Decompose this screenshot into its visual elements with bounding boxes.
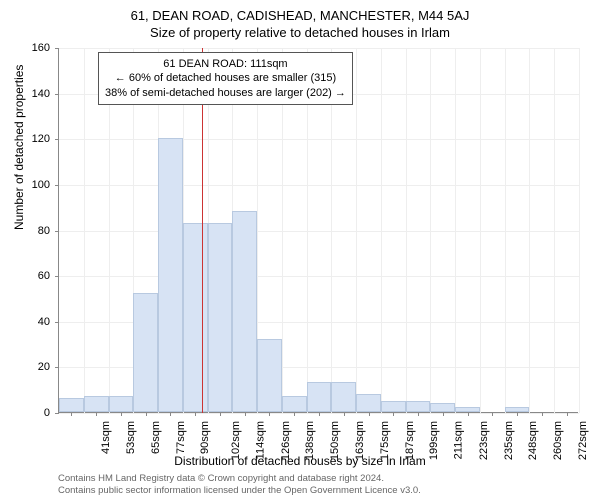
- y-tick-label: 40: [20, 316, 50, 328]
- chart-title-main: 61, DEAN ROAD, CADISHEAD, MANCHESTER, M4…: [0, 0, 600, 23]
- histogram-bar: [232, 211, 257, 412]
- histogram-bar: [282, 396, 307, 412]
- histogram-bar: [109, 396, 134, 412]
- footer-attribution: Contains HM Land Registry data © Crown c…: [58, 473, 421, 496]
- histogram-bar: [208, 223, 233, 412]
- x-tick-label: 77sqm: [175, 421, 187, 454]
- annotation-line1: 61 DEAN ROAD: 111sqm: [105, 57, 346, 71]
- x-tick-label: 65sqm: [150, 421, 162, 454]
- histogram-bar: [381, 401, 406, 412]
- x-tick-label: 90sqm: [199, 421, 211, 454]
- chart-container: 61, DEAN ROAD, CADISHEAD, MANCHESTER, M4…: [0, 0, 600, 500]
- annotation-box: 61 DEAN ROAD: 111sqm ← 60% of detached h…: [98, 52, 353, 105]
- y-tick-label: 120: [20, 133, 50, 145]
- annotation-line3: 38% of semi-detached houses are larger (…: [105, 86, 346, 100]
- chart-area: 020406080100120140160 41sqm53sqm65sqm77s…: [58, 48, 578, 413]
- y-tick-label: 160: [20, 42, 50, 54]
- x-axis-title: Distribution of detached houses by size …: [0, 454, 600, 468]
- histogram-bar: [257, 339, 282, 412]
- footer-line1: Contains HM Land Registry data © Crown c…: [58, 473, 421, 484]
- histogram-bar: [183, 223, 208, 412]
- annotation-line2: ← 60% of detached houses are smaller (31…: [105, 71, 346, 85]
- footer-line2: Contains public sector information licen…: [58, 485, 421, 496]
- x-tick-label: 41sqm: [100, 421, 112, 454]
- histogram-bar: [356, 394, 381, 412]
- y-tick-label: 80: [20, 225, 50, 237]
- histogram-bar: [430, 403, 455, 412]
- histogram-bar: [158, 138, 183, 412]
- y-tick-label: 100: [20, 179, 50, 191]
- histogram-bar: [133, 293, 158, 412]
- y-tick-label: 140: [20, 88, 50, 100]
- y-tick-label: 20: [20, 361, 50, 373]
- y-tick-label: 0: [20, 407, 50, 419]
- x-tick-label: 53sqm: [125, 421, 137, 454]
- histogram-bar: [307, 382, 332, 412]
- histogram-bar: [59, 398, 84, 412]
- histogram-bar: [406, 401, 431, 412]
- y-tick-label: 60: [20, 270, 50, 282]
- chart-title-sub: Size of property relative to detached ho…: [0, 23, 600, 40]
- histogram-bar: [331, 382, 356, 412]
- histogram-bar: [84, 396, 109, 412]
